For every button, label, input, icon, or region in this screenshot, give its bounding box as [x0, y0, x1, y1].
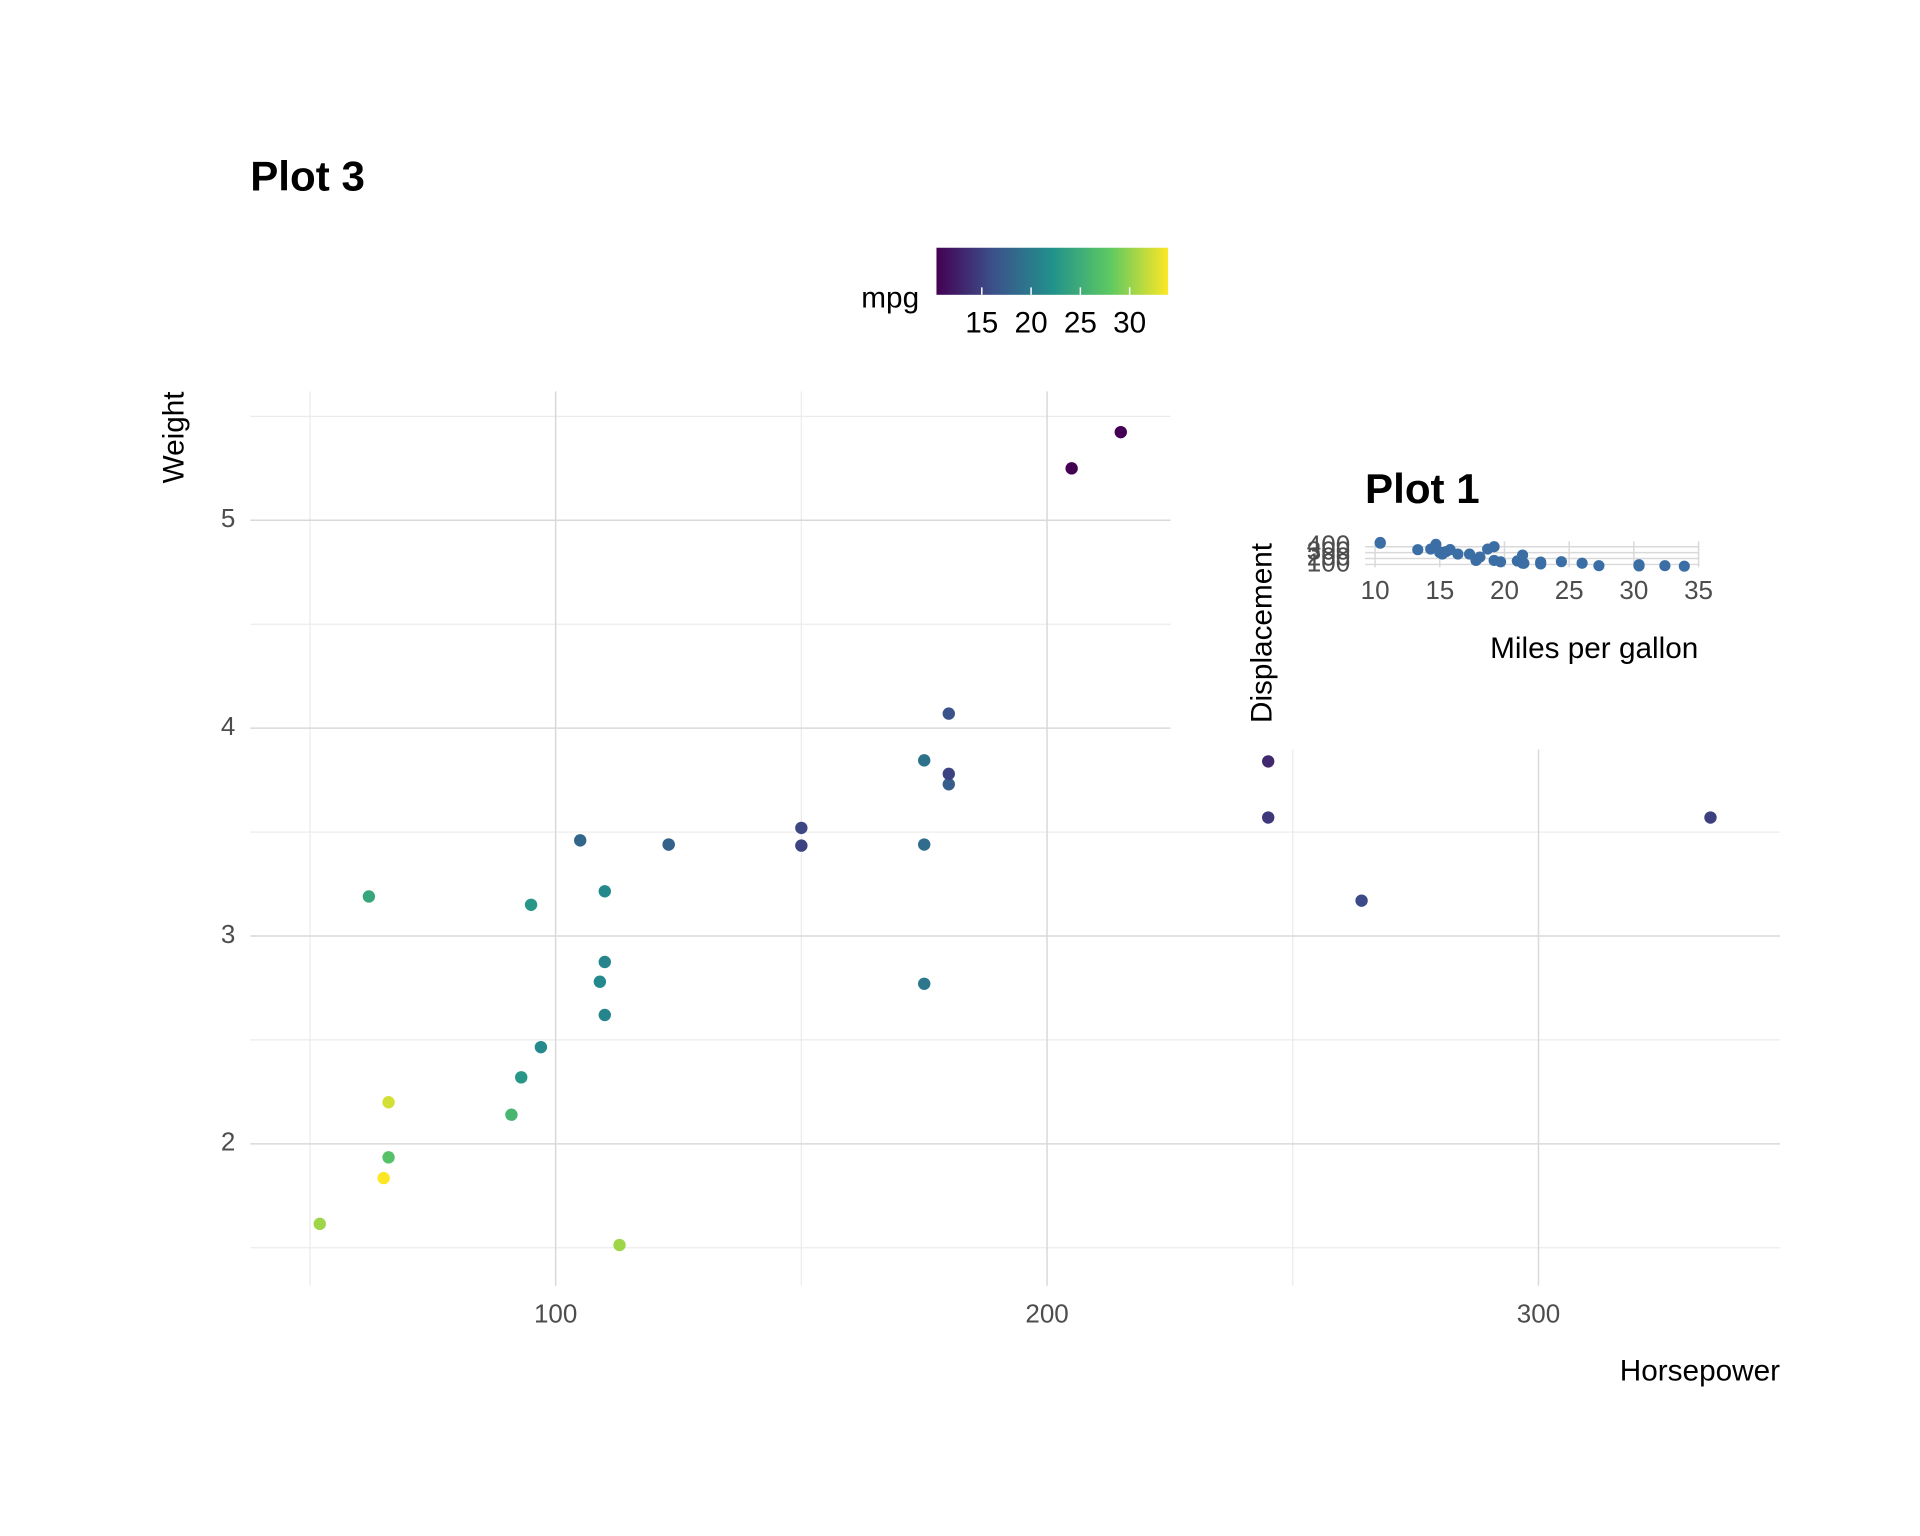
colorbar: [936, 247, 1169, 295]
point: [1463, 548, 1476, 560]
x-tick-label: 100: [534, 1298, 577, 1328]
point: [1495, 556, 1507, 568]
point: [1114, 425, 1127, 439]
y-tick-label: 400: [1307, 530, 1350, 560]
x-tick-label: 30: [1619, 575, 1648, 605]
point: [942, 778, 955, 791]
point: [1517, 557, 1529, 569]
point: [1262, 811, 1275, 824]
y-tick-label: 5: [221, 503, 235, 533]
point: [1065, 462, 1078, 475]
point: [362, 890, 376, 903]
point: [613, 1238, 626, 1252]
point: [382, 1096, 395, 1109]
point: [918, 838, 931, 851]
chart-title: Plot 1: [1365, 465, 1480, 512]
point: [505, 1108, 518, 1121]
y-tick-label: 300: [1307, 536, 1350, 566]
y-axis-title: Weight: [158, 391, 191, 484]
colorbar-tick-label: 20: [1015, 306, 1048, 339]
point: [1374, 537, 1386, 549]
y-tick-label: 100: [1307, 547, 1350, 577]
x-tick-label: 20: [1490, 575, 1519, 605]
x-tick-label: 300: [1517, 1298, 1560, 1328]
x-tick-label: 10: [1361, 575, 1390, 605]
point: [382, 1151, 395, 1164]
point: [1434, 547, 1446, 559]
y-tick-label: 4: [221, 711, 235, 741]
point: [1593, 560, 1605, 572]
x-tick-label: 35: [1684, 575, 1713, 605]
colorbar-tick-label: 30: [1113, 306, 1146, 339]
y-tick-label: 200: [1307, 541, 1350, 571]
point: [598, 1008, 611, 1022]
point: [1355, 894, 1368, 907]
point: [1576, 557, 1588, 569]
point: [795, 839, 808, 852]
point: [598, 885, 611, 898]
point: [918, 754, 931, 767]
point: [1488, 541, 1500, 553]
point: [524, 898, 538, 911]
point: [918, 977, 931, 990]
point: [574, 834, 587, 847]
y-tick-label: 2: [221, 1127, 235, 1157]
point: [942, 767, 955, 781]
point: [1678, 560, 1690, 572]
point: [1412, 544, 1424, 556]
x-tick-label: 200: [1025, 1298, 1068, 1328]
x-tick-label: 15: [1425, 575, 1454, 605]
point: [534, 1040, 548, 1054]
point: [1262, 755, 1275, 768]
x-axis-title: Horsepower: [1620, 1354, 1780, 1387]
colorbar-tick-label: 15: [965, 306, 998, 339]
point: [313, 1217, 326, 1231]
x-axis-title: Miles per gallon: [1490, 632, 1698, 665]
point: [515, 1071, 528, 1084]
point: [593, 975, 607, 988]
y-axis-title: Displacement: [1245, 542, 1278, 723]
point: [795, 821, 808, 835]
point: [377, 1171, 390, 1185]
point: [1704, 811, 1717, 824]
point: [942, 707, 955, 720]
point: [1633, 559, 1645, 571]
colorbar-tick-label: 25: [1064, 306, 1097, 339]
point: [1535, 556, 1547, 568]
point: [1444, 544, 1456, 556]
point: [662, 838, 675, 851]
chart-title: Plot 3: [250, 153, 365, 200]
point: [1555, 556, 1567, 568]
point: [1659, 560, 1671, 572]
y-tick-label: 3: [221, 919, 235, 949]
point: [598, 955, 611, 969]
x-tick-label: 25: [1555, 575, 1584, 605]
legend-title: mpg: [861, 282, 919, 315]
